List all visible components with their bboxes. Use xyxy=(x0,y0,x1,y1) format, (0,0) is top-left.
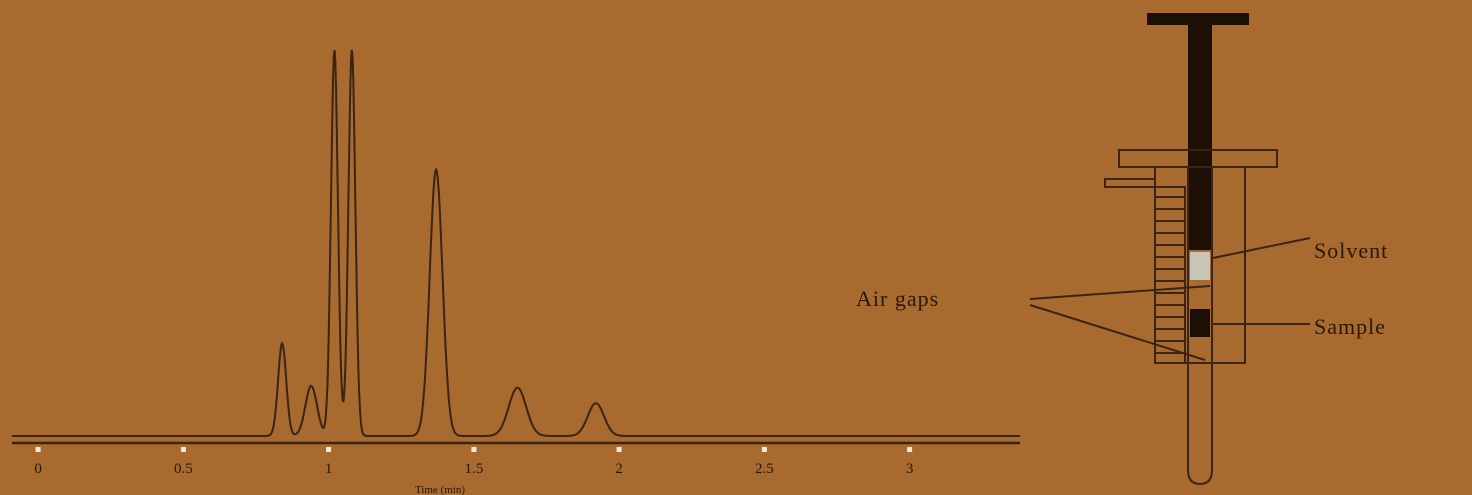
graduation-column xyxy=(1154,186,1186,364)
x-tick-label: 1.5 xyxy=(465,461,484,477)
x-tick-mark xyxy=(471,447,477,452)
plunger-head xyxy=(1147,13,1249,25)
x-tick-mark xyxy=(907,447,913,452)
x-tick-label: 2.5 xyxy=(755,461,774,477)
solvent-plug xyxy=(1190,252,1210,280)
x-tick-label: 0 xyxy=(34,461,42,477)
air-gaps-label: Air gaps xyxy=(856,286,939,311)
solvent-leader xyxy=(1212,237,1311,259)
x-tick-mark xyxy=(616,447,622,452)
graduation-strip xyxy=(1104,178,1156,188)
chromatogram: 0 0.5 1 1.5 2 2.5 3 Time (min) xyxy=(12,49,1020,495)
syringe-diagram xyxy=(1029,13,1311,486)
needle xyxy=(1187,363,1213,486)
air-gap-leader-2 xyxy=(1029,304,1206,361)
x-tick-label: 3 xyxy=(906,461,914,477)
x-tick-mark xyxy=(761,447,767,452)
graduation-marks xyxy=(1155,196,1185,354)
x-tick-label: 0.5 xyxy=(174,461,193,477)
air-gap-leader-1 xyxy=(1029,285,1211,300)
x-tick-mark xyxy=(326,447,332,452)
sample-label: Sample xyxy=(1314,314,1386,339)
x-tick-mark xyxy=(35,447,41,452)
x-tick-label: 1 xyxy=(325,461,333,477)
chromatogram-trace xyxy=(12,49,1020,437)
x-tick-label: 2 xyxy=(615,461,623,477)
x-axis-title: Time (min) xyxy=(415,484,465,495)
x-tick-mark xyxy=(180,447,186,452)
x-axis-ticks: 0 0.5 1 1.5 2 2.5 3 xyxy=(34,447,913,477)
sample-plug xyxy=(1190,309,1210,337)
plunger-rod xyxy=(1188,22,1212,250)
solvent-label: Solvent xyxy=(1314,238,1388,263)
